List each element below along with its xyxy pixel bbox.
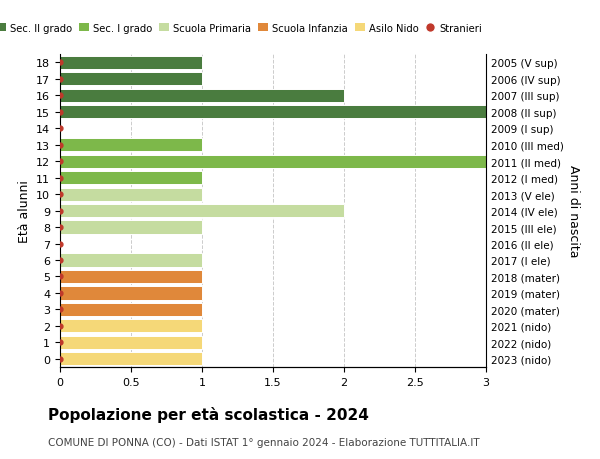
Text: COMUNE DI PONNA (CO) - Dati ISTAT 1° gennaio 2024 - Elaborazione TUTTITALIA.IT: COMUNE DI PONNA (CO) - Dati ISTAT 1° gen… — [48, 437, 479, 447]
Bar — [60, 57, 202, 70]
Bar — [60, 172, 202, 185]
Bar — [60, 188, 202, 202]
Bar — [60, 155, 486, 168]
Bar — [60, 90, 344, 103]
Bar — [60, 221, 202, 234]
Bar — [60, 205, 344, 218]
Bar — [60, 139, 202, 152]
Bar — [60, 106, 486, 119]
Y-axis label: Età alunni: Età alunni — [17, 180, 31, 242]
Bar — [60, 319, 202, 333]
Bar — [60, 73, 202, 86]
Bar — [60, 270, 202, 283]
Bar — [60, 353, 202, 365]
Bar — [60, 287, 202, 300]
Text: Popolazione per età scolastica - 2024: Popolazione per età scolastica - 2024 — [48, 406, 369, 422]
Bar — [60, 254, 202, 267]
Y-axis label: Anni di nascita: Anni di nascita — [568, 165, 580, 257]
Bar — [60, 336, 202, 349]
Bar — [60, 303, 202, 316]
Legend: Sec. II grado, Sec. I grado, Scuola Primaria, Scuola Infanzia, Asilo Nido, Stran: Sec. II grado, Sec. I grado, Scuola Prim… — [0, 19, 486, 38]
